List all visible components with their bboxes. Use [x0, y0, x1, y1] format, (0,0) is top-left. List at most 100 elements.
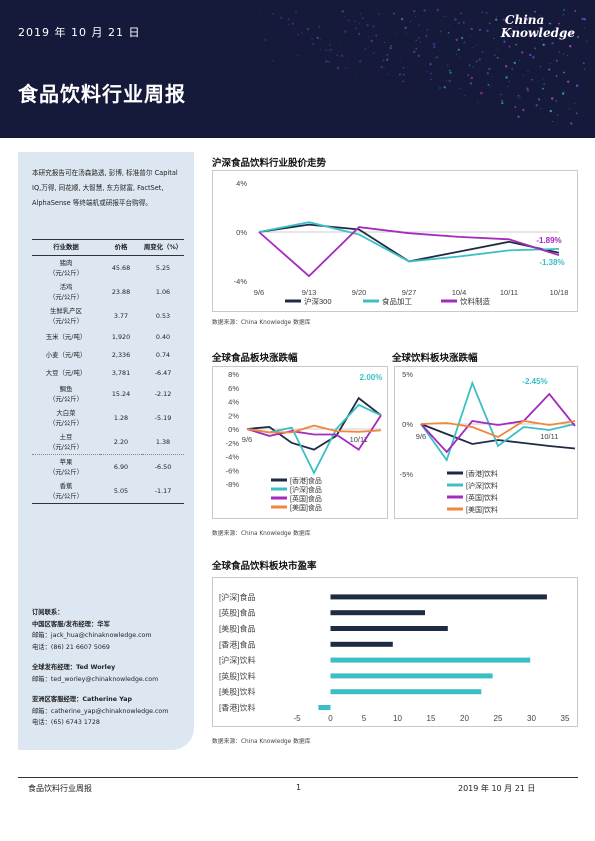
y-tick-label: 0% — [236, 228, 247, 237]
header-dot — [459, 56, 461, 58]
header-dot — [316, 36, 319, 40]
series-line — [258, 226, 560, 278]
header-dot — [430, 72, 432, 75]
commodity-name: 小麦（元/吨） — [32, 346, 100, 364]
legend-label: [美国]食品 — [290, 503, 322, 512]
footer-divider — [18, 777, 578, 778]
header-dot — [325, 60, 328, 63]
header-dot — [501, 101, 504, 105]
legend-label: 饮料制造 — [460, 296, 490, 306]
header-dot — [361, 17, 364, 20]
trend-chart: 4% 0% -4% 9/6 9/13 9/20 9/27 10/4 10/11 10/18 沪深30… — [212, 170, 578, 312]
header-dot — [354, 20, 356, 23]
header-dot — [359, 12, 362, 15]
header-dot — [581, 17, 584, 21]
header-dot — [569, 108, 570, 110]
footer-date: 2019 年 10 月 21 日 — [458, 784, 536, 793]
header-dot — [344, 15, 345, 17]
header-dot — [570, 122, 573, 125]
header-dot — [530, 78, 533, 81]
contact-apac-email[interactable]: 邮箱：catherine_yap@chinaknowledge.com — [32, 707, 169, 715]
header-dot — [469, 82, 473, 85]
contact-global-email[interactable]: 邮箱：ted_worley@chinaknowledge.com — [32, 675, 159, 683]
header-dot — [584, 68, 586, 70]
header-dot — [563, 9, 565, 11]
table-row: 苹果 （元/公斤） 6.90 -6.50 — [32, 455, 184, 480]
header-dot — [433, 45, 436, 49]
header-dot — [532, 56, 535, 59]
y-tick-label: -4% — [234, 277, 248, 286]
commodity-price: 6.90 — [113, 463, 129, 471]
y-tick-label: 0% — [402, 420, 413, 429]
commodity-name: 猪肉 （元/公斤） — [32, 256, 100, 281]
commodity-label: 猪肉 — [59, 259, 73, 267]
header-dot — [389, 46, 392, 50]
header-dot — [322, 15, 324, 17]
x-tick-label: 20 — [460, 714, 469, 723]
header-dot — [443, 86, 446, 89]
commodity-name: 生鲜乳产区 （元/公斤） — [32, 304, 100, 328]
header-dot — [294, 10, 298, 13]
commodity-name: 土豆 （元/公斤） — [32, 430, 100, 455]
table-row: 大豆（元/吨） 3,781 -6.47 — [32, 364, 184, 382]
pe-chart-source: 数据来源：China Knowledge 数据库 — [212, 739, 311, 745]
header-dot — [370, 39, 373, 43]
contact-order-title: 订阅联系： — [32, 609, 64, 616]
pe-bar — [330, 689, 482, 695]
table-row: 猪肉 （元/公斤） 45.68 5.25 — [32, 256, 184, 281]
header-dot — [493, 38, 495, 39]
table-header-item: 行业数据 — [32, 239, 100, 256]
header-dot — [329, 48, 332, 52]
bev-chart-title: 全球饮料板块涨跌幅 — [392, 353, 478, 364]
commodity-change: -2.12 — [154, 390, 172, 398]
x-tick-label: 5 — [362, 714, 367, 723]
commodity-unit: （元/公斤） — [48, 317, 84, 325]
commodity-unit: （元/公斤） — [48, 419, 84, 427]
header-dot — [567, 55, 568, 57]
x-tick-label: 10/11 — [540, 432, 558, 441]
header-dot — [329, 43, 331, 46]
header-dot — [519, 60, 520, 61]
series-line — [246, 414, 382, 451]
header-dot — [490, 85, 492, 87]
legend-label: 沪深300 — [304, 296, 332, 306]
header-dot — [306, 28, 309, 31]
header-dot — [549, 109, 552, 113]
header-dot — [448, 69, 451, 72]
x-tick-label: 9/20 — [352, 288, 367, 297]
header-dot — [529, 53, 532, 57]
header-dot — [507, 86, 509, 87]
header-dot — [458, 22, 460, 24]
header-dot — [297, 33, 300, 36]
header-dot — [402, 73, 405, 76]
header-dot — [569, 45, 572, 48]
commodity-change: 5.25 — [155, 264, 171, 272]
trend-chart-source: 数据来源：China Knowledge 数据库 — [212, 320, 311, 326]
header-dot — [495, 18, 498, 21]
header-dot — [551, 42, 554, 45]
header-dot — [355, 74, 357, 75]
header-dot — [325, 49, 328, 52]
china-knowledge-logo: China Knowledge — [501, 14, 575, 40]
x-tick-label: 10/11 — [350, 435, 368, 444]
header-dot — [420, 41, 422, 43]
header-dot — [443, 15, 445, 17]
header-dot — [482, 91, 484, 93]
category-label: [英股]食品 — [219, 608, 255, 618]
header-dot — [534, 10, 536, 13]
header-dot — [347, 61, 348, 63]
contact-cn-email[interactable]: 邮箱：jack_hua@chinaknowledge.com — [32, 632, 152, 639]
header-dot-pattern — [253, 8, 588, 125]
commodity-price: 2.20 — [100, 430, 142, 455]
header-dot — [364, 48, 367, 50]
header-dot — [404, 26, 407, 29]
contact-apac-phone: 电话：(65) 6743 1728 — [32, 719, 100, 726]
y-tick-label: 8% — [228, 370, 239, 379]
header-dot — [311, 37, 313, 40]
header-dot — [328, 60, 331, 63]
y-tick-label: -2% — [226, 439, 240, 448]
header-dot — [385, 53, 389, 57]
header-dot — [555, 100, 558, 102]
report-date: 2019 年 10 月 21 日 — [18, 26, 141, 39]
header-dot — [387, 73, 389, 75]
